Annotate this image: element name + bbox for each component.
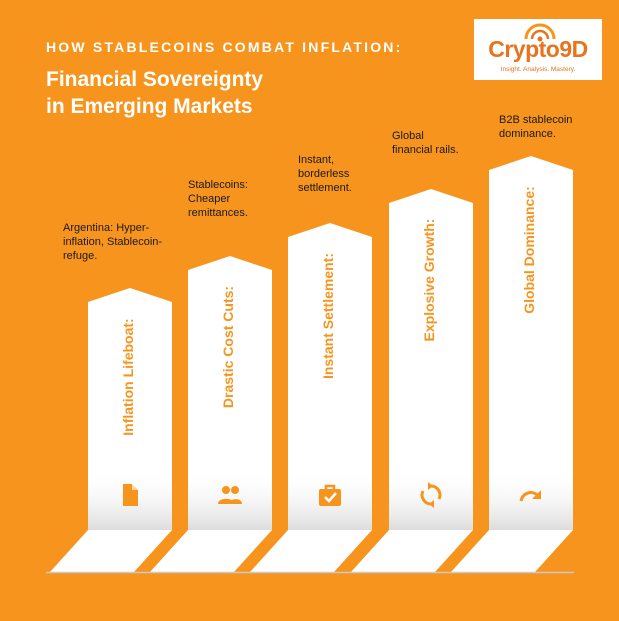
step-description-line: inflation, Stablecoin- — [63, 236, 163, 248]
pillar — [489, 156, 573, 530]
step-description-line: Stablecoins: — [188, 179, 248, 191]
pillar-shade — [489, 470, 573, 530]
redo-arrow-icon — [519, 490, 541, 502]
step-label: Instant Settlement: — [320, 253, 336, 380]
headline: Financial Sovereignty in Emerging Market… — [46, 66, 263, 120]
step-description: Argentina: Hyper-inflation, Stablecoin-r… — [63, 221, 162, 263]
pillar — [288, 223, 372, 530]
step-description: Stablecoins: Cheaper remittances. — [188, 178, 248, 220]
step-label: Drastic Cost Cuts: — [220, 286, 236, 409]
logo-tagline: Insight. Analysis. Mastery. — [500, 66, 576, 73]
step-description-line: settlement. — [298, 182, 352, 194]
pillar — [389, 189, 473, 530]
briefcase-check-icon — [319, 484, 341, 506]
pillar-base — [451, 530, 573, 572]
step-description-line: Cheaper — [188, 193, 231, 205]
sync-icon — [420, 482, 442, 508]
step-description-line: remittances. — [188, 207, 248, 219]
logo-arc-icon — [524, 23, 556, 42]
people-icon — [218, 486, 242, 504]
step-description-line: financial rails. — [392, 144, 459, 156]
step-description-line: Global — [392, 130, 424, 142]
step-description-line: borderless — [298, 168, 350, 180]
brand-logo: Crypto9D Insight. Analysis. Mastery. — [474, 19, 602, 80]
step-description-line: B2B stablecoin — [499, 114, 573, 126]
step-description: Instant, borderless settlement. — [298, 153, 352, 195]
pillar — [88, 288, 172, 530]
step-label: Explosive Growth: — [421, 219, 437, 342]
step-label: Global Dominance: — [521, 186, 537, 314]
eyebrow-title: HOW STABLECOINS COMBAT INFLATION: — [46, 39, 403, 55]
pillar — [188, 256, 272, 530]
step-description: Global financial rails. — [392, 129, 459, 157]
pillar-shade — [389, 470, 473, 530]
pillar-base — [150, 530, 272, 572]
headline-line: Financial Sovereignty — [46, 68, 264, 91]
pillar-base — [250, 530, 372, 572]
step-description-line: Argentina: Hyper- — [63, 222, 150, 234]
headline-line: in Emerging Markets — [46, 95, 253, 118]
document-icon — [123, 484, 138, 506]
step-description-line: Instant, — [298, 154, 335, 166]
logo-name: Crypto9D — [488, 36, 588, 62]
step-description: B2B stablecoin dominance. — [499, 113, 572, 141]
pillar-base — [351, 530, 473, 572]
pillar-base — [50, 530, 172, 572]
step-description-line: dominance. — [499, 128, 556, 140]
step-description-line: refuge. — [63, 250, 98, 262]
